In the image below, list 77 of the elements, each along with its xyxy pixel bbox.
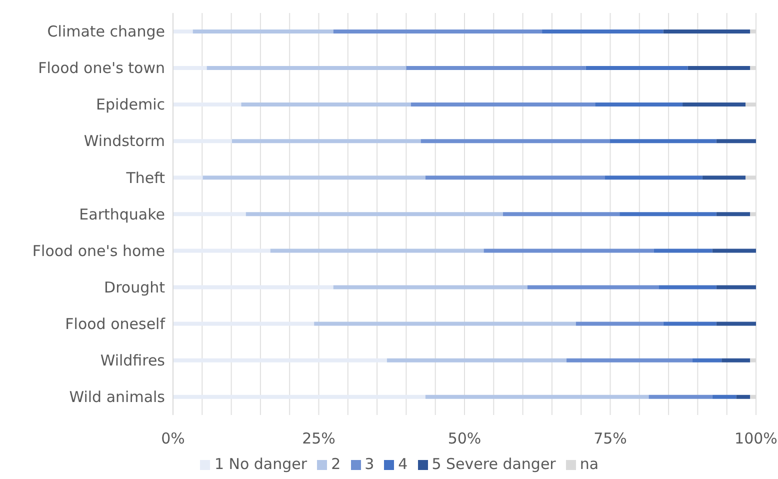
bar [648, 394, 712, 399]
x-tick-label: 25% [302, 430, 336, 448]
bar [173, 29, 193, 34]
bar [682, 102, 746, 107]
bar [192, 29, 334, 34]
legend-label: na [580, 455, 599, 473]
bar [605, 176, 702, 180]
bar [425, 176, 606, 180]
bar [658, 285, 716, 290]
y-tick-label: Earthquake [79, 205, 165, 224]
legend-label: 2 [331, 455, 341, 473]
legend-label: 1 No danger [214, 455, 308, 473]
bar [712, 394, 736, 399]
bar [654, 248, 712, 253]
bar [173, 248, 270, 253]
x-tick-label: 100% [734, 430, 778, 448]
bar [202, 176, 426, 180]
bar [716, 139, 756, 144]
bar [722, 358, 750, 362]
bar [702, 176, 746, 180]
bar [620, 212, 716, 216]
bar [270, 248, 484, 253]
y-tick-label: Epidemic [96, 96, 165, 114]
y-tick-label: Flood one's home [32, 242, 165, 260]
bar [410, 102, 596, 107]
bar [173, 394, 426, 399]
bar [542, 29, 664, 34]
bar [333, 29, 542, 34]
bar [246, 212, 503, 216]
x-tick-label: 50% [448, 430, 482, 448]
bar [173, 139, 232, 144]
bar [527, 285, 659, 290]
bar [716, 322, 756, 326]
bar [173, 66, 207, 70]
y-tick-label: Climate change [47, 22, 165, 41]
bar [663, 29, 750, 34]
bar [173, 322, 314, 326]
bar [173, 176, 203, 180]
bar [586, 66, 688, 70]
bar [566, 358, 692, 362]
bar [232, 139, 421, 144]
bar [712, 248, 756, 253]
legend-label: 5 Severe danger [432, 455, 556, 473]
y-tick-label: Drought [104, 278, 166, 296]
bar [716, 285, 756, 290]
x-tick-label: 0% [161, 430, 185, 448]
bar [173, 212, 246, 216]
y-tick-label: Theft [125, 168, 166, 187]
bar [173, 358, 387, 362]
y-tick-label: Wildfires [100, 352, 166, 370]
bar [314, 322, 576, 326]
legend-label: 4 [398, 455, 408, 473]
bar [484, 248, 654, 253]
y-tick-label: Flood one's town [38, 59, 165, 78]
bar [420, 139, 610, 144]
bar [173, 102, 242, 107]
bar [241, 102, 411, 107]
bar [692, 358, 722, 362]
bar [406, 66, 586, 70]
bar [502, 212, 620, 216]
bar [716, 212, 750, 216]
bar [386, 358, 567, 362]
bar [206, 66, 406, 70]
y-tick-label: Windstorm [84, 132, 165, 150]
bar [173, 285, 334, 290]
bar [576, 322, 664, 326]
bar [688, 66, 750, 70]
bar [736, 394, 750, 399]
bar [610, 139, 716, 144]
legend-label: 3 [364, 455, 374, 473]
bar [595, 102, 683, 107]
y-tick-label: Wild animals [69, 388, 166, 406]
bar [333, 285, 528, 290]
y-tick-label: Flood oneself [65, 314, 166, 333]
x-tick-label: 75% [594, 430, 627, 448]
bar [663, 322, 716, 326]
bar [425, 394, 649, 399]
